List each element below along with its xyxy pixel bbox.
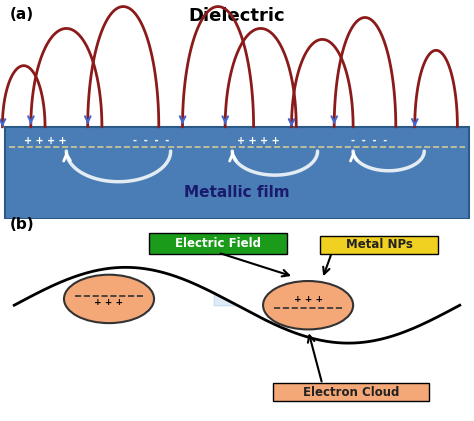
FancyBboxPatch shape bbox=[320, 236, 438, 253]
FancyBboxPatch shape bbox=[273, 383, 429, 401]
Text: + + + +: + + + + bbox=[237, 136, 280, 146]
Ellipse shape bbox=[263, 281, 353, 329]
Ellipse shape bbox=[64, 274, 154, 323]
Text: + + +: + + + bbox=[293, 296, 323, 304]
Text: Dielectric: Dielectric bbox=[189, 7, 285, 24]
Text: + + +: + + + bbox=[94, 298, 124, 306]
Text: Electric Field: Electric Field bbox=[175, 237, 261, 250]
Text: Metal NPs: Metal NPs bbox=[346, 238, 413, 251]
FancyBboxPatch shape bbox=[149, 232, 287, 253]
Text: (b): (b) bbox=[9, 217, 34, 232]
Text: -  -  -  -: - - - - bbox=[133, 136, 169, 146]
Text: + + + +: + + + + bbox=[24, 136, 66, 146]
Text: Metallic film: Metallic film bbox=[184, 185, 290, 200]
Text: Electron Cloud: Electron Cloud bbox=[302, 386, 399, 399]
Bar bbox=[5, 127, 469, 219]
Text: (a): (a) bbox=[9, 7, 34, 21]
Text: -  -  -  -: - - - - bbox=[351, 136, 387, 146]
